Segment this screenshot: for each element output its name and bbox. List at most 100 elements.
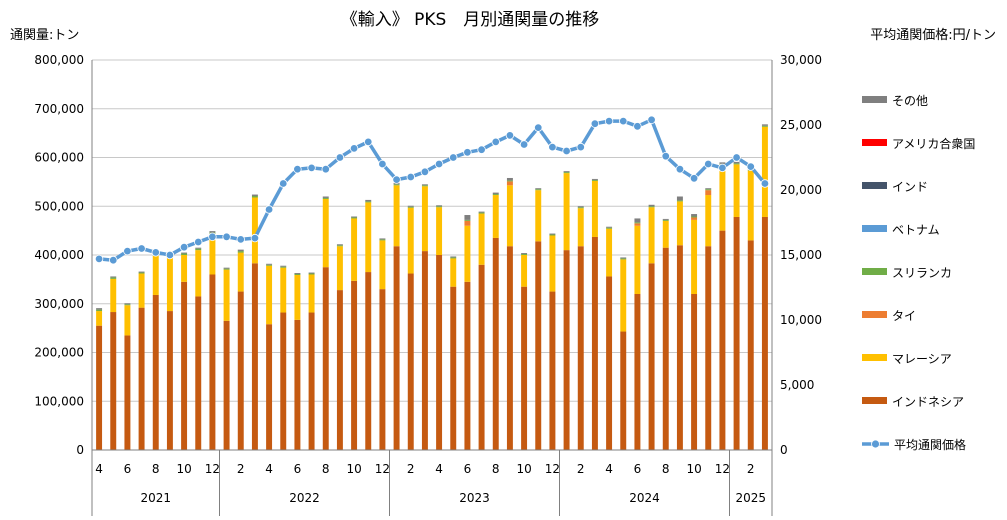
bar-segment xyxy=(294,274,301,320)
bar-segment xyxy=(478,211,485,213)
bar-segment xyxy=(761,124,768,126)
bar-segment xyxy=(138,272,145,274)
bar-segment xyxy=(294,274,301,275)
bar-segment xyxy=(138,307,145,450)
bar-segment xyxy=(308,274,315,313)
bar-segment xyxy=(251,197,258,264)
bar-segment xyxy=(237,291,244,450)
bar-segment xyxy=(407,207,414,274)
bar-segment xyxy=(365,202,372,273)
price-point xyxy=(151,248,160,257)
bar-segment xyxy=(577,208,584,247)
bar-segment xyxy=(719,164,726,231)
bar-segment xyxy=(464,281,471,450)
bar-segment xyxy=(492,237,499,450)
bar-segment xyxy=(379,289,386,450)
bar-segment xyxy=(379,240,386,290)
bar-segment xyxy=(591,178,598,180)
bar-segment xyxy=(266,324,273,450)
bar-segment xyxy=(606,276,613,450)
bar-segment xyxy=(450,256,457,258)
y2-tick-label: 30,000 xyxy=(780,53,822,67)
price-point xyxy=(562,146,571,156)
legend-label: インドネシア xyxy=(892,395,964,409)
price-point xyxy=(94,254,104,264)
bar-segment xyxy=(563,250,570,450)
y-tick-label: 500,000 xyxy=(34,199,84,213)
price-point xyxy=(137,244,146,253)
bar-segment xyxy=(96,309,103,312)
bar-segment xyxy=(266,265,273,325)
bar-segment xyxy=(705,188,712,190)
price-point xyxy=(194,237,203,247)
bar-segment xyxy=(733,164,740,217)
bar-segment xyxy=(719,230,726,450)
legend-label: スリランカ xyxy=(892,266,952,280)
x-tick-label: 4 xyxy=(435,462,443,476)
price-point xyxy=(746,162,755,171)
bar-segment xyxy=(577,207,584,209)
x-tick-label: 4 xyxy=(605,462,613,476)
bar-segment xyxy=(393,246,400,450)
price-point xyxy=(633,122,642,131)
legend-label: タイ xyxy=(892,309,916,323)
bar-segment xyxy=(152,294,159,450)
bar-segment xyxy=(251,263,258,450)
price-point xyxy=(123,246,132,256)
bar-segment xyxy=(379,239,386,241)
bar-segment xyxy=(563,172,570,174)
bar-segment xyxy=(223,269,230,321)
bar-segment xyxy=(351,217,358,219)
bar-segment xyxy=(478,264,485,450)
bar-segment xyxy=(662,247,669,450)
legend-swatch xyxy=(862,311,887,318)
price-point xyxy=(109,256,118,265)
bar-segment xyxy=(421,186,428,252)
bar-segment xyxy=(648,204,655,207)
x-tick-label: 6 xyxy=(634,462,642,476)
legend-label: インド xyxy=(892,180,928,194)
bar-segment xyxy=(280,267,287,313)
bar-segment xyxy=(705,190,712,196)
bar-segment xyxy=(719,162,726,164)
bar-segment xyxy=(195,296,202,450)
bar-segment xyxy=(436,255,443,450)
bar-segment xyxy=(691,219,698,294)
bar-segment xyxy=(436,207,443,255)
bar-segment xyxy=(705,246,712,450)
bar-segment xyxy=(705,189,712,191)
bar-segment xyxy=(549,234,556,236)
bar-segment xyxy=(322,197,329,199)
y2-axis-label: 平均通関価格:円/トン xyxy=(870,27,996,43)
bar-segment xyxy=(492,192,499,195)
legend-line-marker xyxy=(871,439,880,449)
price-point xyxy=(477,145,486,154)
bar-segment xyxy=(181,281,188,450)
bar-segment xyxy=(436,205,443,207)
bar-segment xyxy=(280,312,287,450)
legend-swatch xyxy=(862,397,887,404)
bar-segment xyxy=(209,231,216,233)
price-point xyxy=(647,115,656,124)
legend-label: 平均通関価格 xyxy=(894,437,966,452)
bar-segment xyxy=(407,205,414,207)
year-label: 2025 xyxy=(735,491,766,505)
price-point xyxy=(449,153,458,162)
gridlines xyxy=(92,59,772,451)
price-point xyxy=(576,142,585,152)
bar-segment xyxy=(492,194,499,196)
bar-segment xyxy=(365,201,372,203)
bar-segment xyxy=(166,255,173,312)
bar-segment xyxy=(181,252,188,254)
bar-segment xyxy=(450,257,457,259)
bar-segment xyxy=(336,246,343,291)
bar-segment xyxy=(379,238,386,240)
price-point xyxy=(434,159,444,169)
price-point xyxy=(335,153,345,162)
bar-segment xyxy=(733,163,740,165)
x-tick-label: 10 xyxy=(686,462,701,476)
x-tick-label: 8 xyxy=(492,462,500,476)
bar-segment xyxy=(110,278,117,313)
legend-swatch xyxy=(862,182,887,189)
bar-segment xyxy=(166,311,173,450)
